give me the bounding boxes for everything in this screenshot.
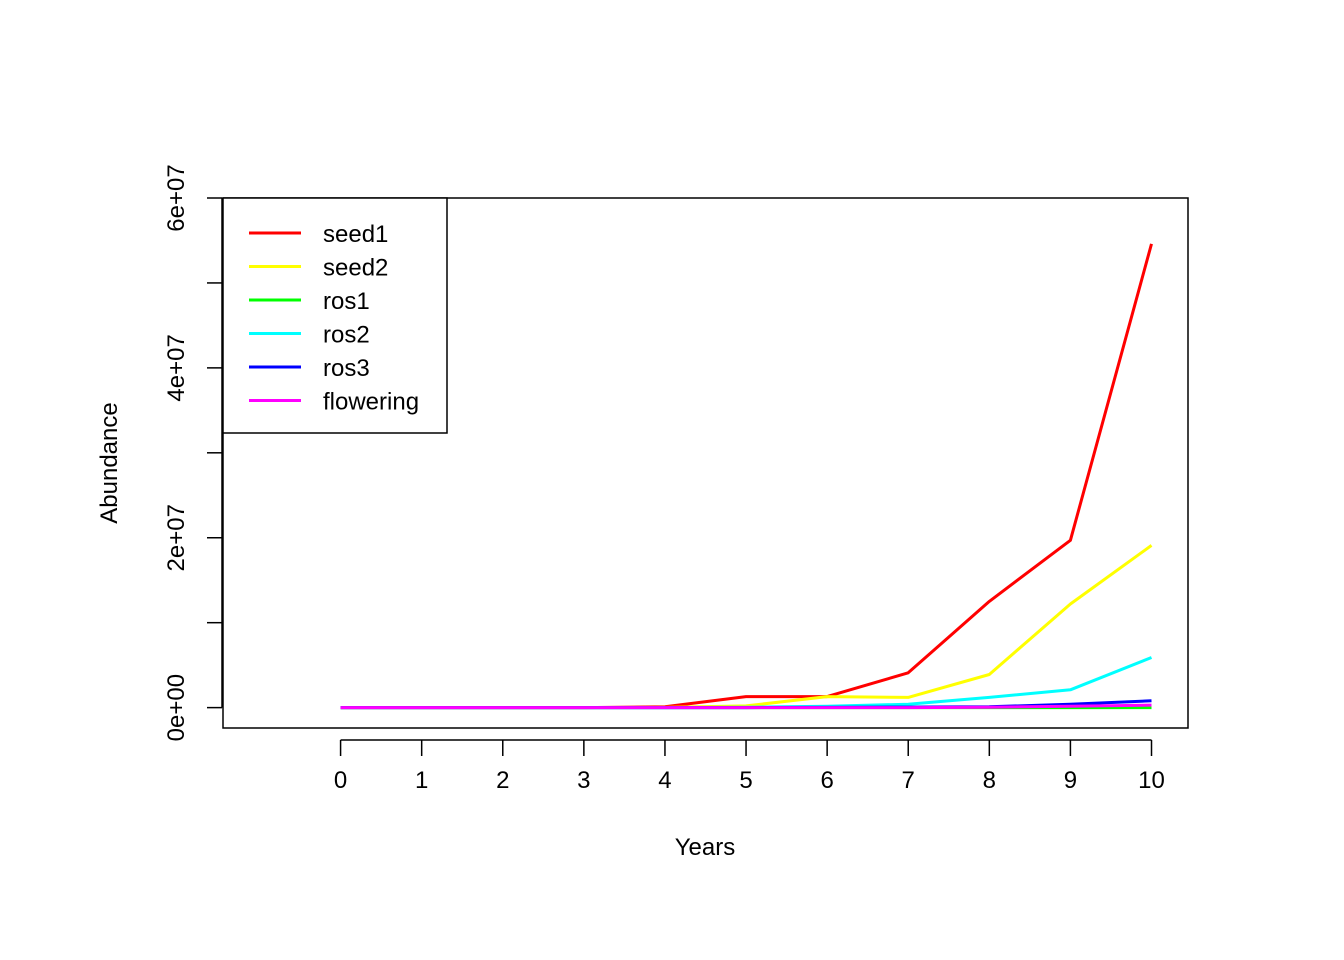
x-tick-label: 4 xyxy=(658,767,671,794)
legend-label-ros3: ros3 xyxy=(323,355,370,382)
series-line-flowering xyxy=(340,703,1152,710)
x-tick-label: 3 xyxy=(577,767,590,794)
x-tick-label: 5 xyxy=(739,767,752,794)
plot-area-frame xyxy=(222,197,1189,729)
x-tick-label: 2 xyxy=(496,767,509,794)
legend-label-flowering: flowering xyxy=(323,389,419,416)
legend-label-seed1: seed1 xyxy=(323,221,388,248)
y-tick-label: 4e+07 xyxy=(163,334,190,401)
y-tick-label: 0e+00 xyxy=(163,674,190,741)
x-tick-label: 7 xyxy=(902,767,915,794)
x-tick-label: 10 xyxy=(1138,767,1165,794)
x-axis-label: Years xyxy=(675,834,736,861)
y-tick-label: 2e+07 xyxy=(163,504,190,571)
y-axis: 0e+00 2e+07 4e+07 6e+07 xyxy=(163,164,223,741)
series-line-ros2 xyxy=(340,656,1153,710)
legend-box xyxy=(222,197,448,434)
x-tick-label: 0 xyxy=(334,767,347,794)
legend-label-seed2: seed2 xyxy=(323,255,388,282)
x-tick-label: 9 xyxy=(1064,767,1077,794)
legend-label-ros1: ros1 xyxy=(323,288,370,315)
x-tick-label: 6 xyxy=(820,767,833,794)
series-lines xyxy=(340,243,1153,710)
x-tick-label: 1 xyxy=(415,767,428,794)
legend: seed1 seed2 ros1 ros2 ros3 flowering xyxy=(222,197,448,434)
y-tick-label: 6e+07 xyxy=(163,164,190,231)
x-axis: 0 1 2 3 4 5 6 7 8 9 10 xyxy=(334,739,1165,794)
legend-label-ros2: ros2 xyxy=(323,322,370,349)
y-axis-label: Abundance xyxy=(96,402,123,523)
x-tick-label: 8 xyxy=(983,767,996,794)
